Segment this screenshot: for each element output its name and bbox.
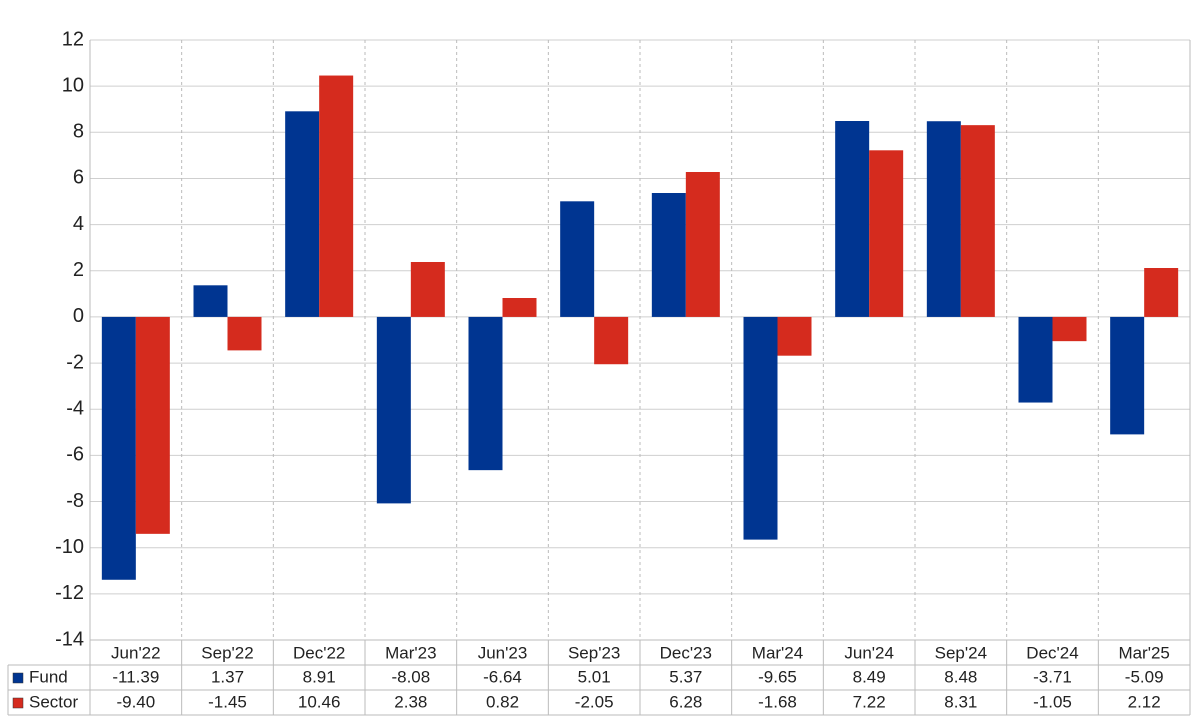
- y-tick-label: -2: [66, 351, 84, 373]
- bar: [1144, 268, 1179, 317]
- y-tick-label: 0: [73, 305, 84, 327]
- y-tick-label: -4: [66, 398, 84, 420]
- x-tick-label: Jun'22: [111, 643, 161, 662]
- bar: [135, 316, 170, 534]
- bar: [227, 316, 262, 351]
- table-value: 8.49: [853, 667, 886, 686]
- table-value: 10.46: [298, 692, 341, 711]
- y-tick-label: -14: [55, 628, 84, 650]
- table-value: 2.12: [1128, 692, 1161, 711]
- legend-label: Fund: [29, 667, 68, 686]
- bar: [319, 75, 354, 317]
- table-value: 8.48: [944, 667, 977, 686]
- x-tick-label: Sep'24: [935, 643, 987, 662]
- table-value: -11.39: [112, 667, 159, 686]
- bar: [960, 125, 995, 317]
- x-tick-label: Mar'24: [752, 643, 803, 662]
- table-value: 8.31: [944, 692, 977, 711]
- bar: [468, 316, 503, 471]
- bar: [1110, 316, 1145, 435]
- x-tick-label: Jun'24: [844, 643, 894, 662]
- bar: [560, 201, 595, 317]
- table-value: -8.08: [391, 667, 430, 686]
- y-tick-label: -8: [66, 490, 84, 512]
- table-value: 1.37: [211, 667, 244, 686]
- table-value: 0.82: [486, 692, 519, 711]
- x-tick-label: Dec'22: [293, 643, 345, 662]
- bar: [502, 298, 537, 317]
- legend-label: Sector: [29, 692, 78, 711]
- table-value: 5.01: [578, 667, 611, 686]
- legend-swatch: [12, 697, 24, 709]
- table-value: -1.05: [1033, 692, 1072, 711]
- x-tick-label: Dec'23: [660, 643, 712, 662]
- bar: [685, 172, 720, 317]
- legend-swatch: [12, 672, 24, 684]
- table-value: 6.28: [669, 692, 702, 711]
- bar: [743, 316, 778, 540]
- bar: [410, 262, 445, 317]
- bar: [777, 316, 812, 356]
- bar: [835, 121, 870, 317]
- table-value: -9.65: [758, 667, 797, 686]
- y-tick-label: 6: [73, 167, 84, 189]
- x-tick-label: Mar'23: [385, 643, 436, 662]
- table-value: -5.09: [1125, 667, 1164, 686]
- bar: [285, 111, 320, 317]
- table-value: -9.40: [116, 692, 155, 711]
- table-value: 7.22: [853, 692, 886, 711]
- x-tick-label: Sep'23: [568, 643, 620, 662]
- bar: [101, 316, 136, 580]
- bar: [651, 193, 686, 317]
- bar: [1018, 316, 1053, 403]
- bar: [376, 316, 411, 504]
- table-value: -1.45: [208, 692, 247, 711]
- table-value: 2.38: [394, 692, 427, 711]
- y-tick-label: 10: [62, 74, 84, 96]
- x-tick-label: Jun'23: [478, 643, 528, 662]
- table-value: -6.64: [483, 667, 522, 686]
- bar: [926, 121, 961, 317]
- bar: [193, 285, 228, 317]
- y-tick-label: 8: [73, 121, 84, 143]
- y-tick-label: 4: [73, 213, 84, 235]
- table-value: -1.68: [758, 692, 797, 711]
- table-value: -2.05: [575, 692, 614, 711]
- y-tick-label: 12: [62, 28, 84, 50]
- bar: [869, 150, 904, 317]
- y-tick-label: -6: [66, 444, 84, 466]
- y-tick-label: -12: [55, 582, 84, 604]
- x-tick-label: Mar'25: [1118, 643, 1169, 662]
- table-value: 5.37: [669, 667, 702, 686]
- bar: [594, 316, 629, 365]
- y-tick-label: 2: [73, 259, 84, 281]
- y-tick-label: -10: [55, 536, 84, 558]
- table-value: -3.71: [1033, 667, 1072, 686]
- x-tick-label: Dec'24: [1026, 643, 1078, 662]
- table-value: 8.91: [303, 667, 336, 686]
- bar: [1052, 316, 1087, 342]
- x-tick-label: Sep'22: [201, 643, 253, 662]
